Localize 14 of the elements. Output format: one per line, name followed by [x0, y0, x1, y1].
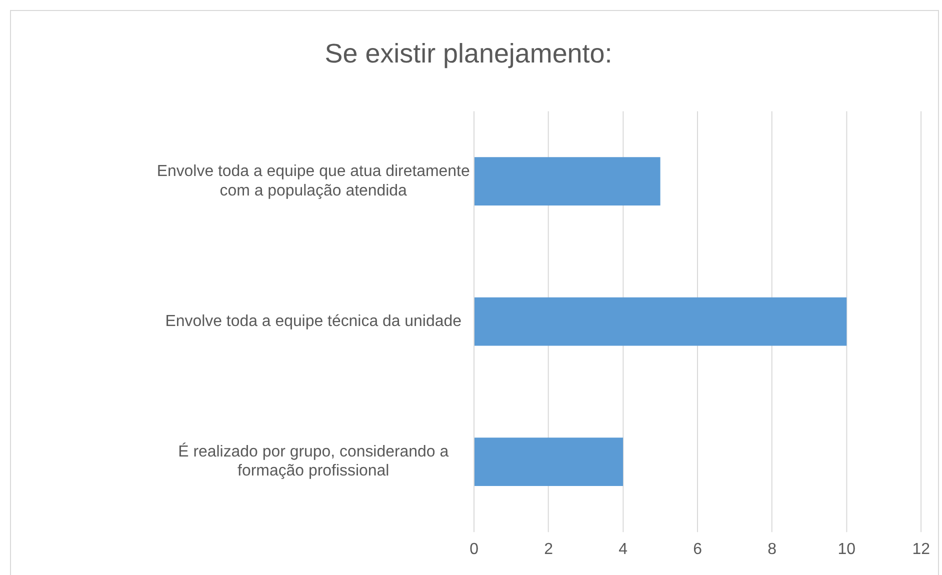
bar: [474, 438, 624, 486]
y-tick-label: Envolve toda a equipe técnica da unidade: [165, 312, 462, 330]
y-tick-label: Envolve toda a equipe que atua diretamente com a população atendida: [156, 163, 470, 200]
x-tick-label: 0: [470, 540, 479, 558]
y-tick-label: É realizado por grupo, considerando a formação profissional: [178, 442, 449, 480]
x-tick-label: 8: [768, 540, 777, 558]
x-tick-label: 2: [544, 540, 554, 558]
x-tick-label: 6: [693, 540, 702, 558]
x-tick-label: 4: [618, 540, 628, 558]
chart-title: Se existir planejamento:: [324, 38, 612, 69]
bar: [474, 157, 660, 206]
x-tick-label: 10: [838, 540, 856, 558]
bar: [474, 297, 847, 346]
x-tick-label: 12: [912, 540, 930, 558]
